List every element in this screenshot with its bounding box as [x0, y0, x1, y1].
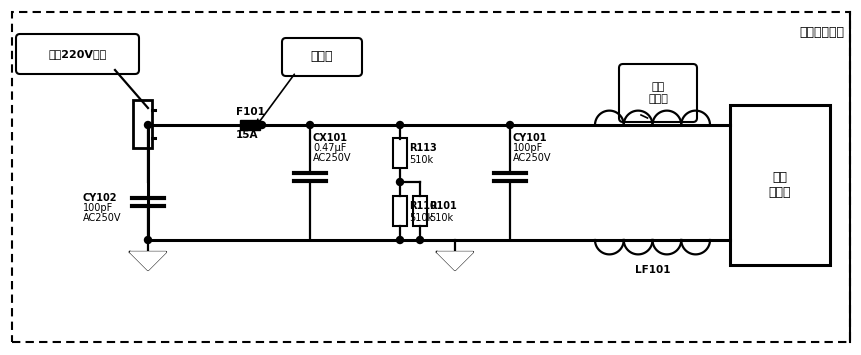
Text: CX101: CX101: [313, 133, 348, 143]
Text: 510k: 510k: [408, 155, 432, 165]
Text: 100pF: 100pF: [83, 203, 113, 213]
Text: 510k: 510k: [408, 213, 432, 223]
Text: AC250V: AC250V: [83, 213, 121, 223]
Polygon shape: [437, 252, 473, 270]
Text: AC250V: AC250V: [512, 153, 551, 163]
Circle shape: [506, 121, 513, 129]
Bar: [393, 138, 406, 169]
Circle shape: [396, 121, 403, 129]
Text: R113: R113: [408, 143, 437, 153]
Text: 交流输入电路: 交流输入电路: [798, 26, 843, 39]
Text: 交流220V输入: 交流220V输入: [48, 49, 107, 59]
Bar: [729, 105, 829, 265]
FancyBboxPatch shape: [16, 34, 139, 74]
Circle shape: [307, 121, 313, 129]
Text: 桥式
整流堆: 桥式 整流堆: [768, 171, 790, 199]
Polygon shape: [130, 252, 166, 270]
Circle shape: [145, 121, 152, 129]
Circle shape: [258, 121, 265, 129]
Text: R101: R101: [429, 201, 456, 211]
Text: 510k: 510k: [429, 213, 453, 223]
Text: 熔断器: 熔断器: [310, 50, 333, 64]
Text: CY101: CY101: [512, 133, 547, 143]
FancyBboxPatch shape: [282, 38, 362, 76]
Circle shape: [396, 236, 403, 244]
Text: 0.47μF: 0.47μF: [313, 143, 346, 153]
Bar: [133, 100, 152, 148]
Circle shape: [396, 179, 403, 186]
Text: LF101: LF101: [634, 265, 670, 275]
Bar: [393, 196, 406, 226]
Text: AC250V: AC250V: [313, 153, 351, 163]
Text: R110: R110: [408, 201, 437, 211]
Text: 15A: 15A: [236, 130, 258, 140]
Circle shape: [145, 236, 152, 244]
Bar: [412, 196, 426, 226]
FancyBboxPatch shape: [618, 64, 697, 122]
Text: F101: F101: [236, 107, 264, 117]
Text: 互感
滤波器: 互感 滤波器: [647, 82, 667, 104]
Bar: [239, 120, 260, 130]
Text: 100pF: 100pF: [512, 143, 542, 153]
Circle shape: [416, 236, 423, 244]
Text: CY102: CY102: [83, 193, 117, 203]
